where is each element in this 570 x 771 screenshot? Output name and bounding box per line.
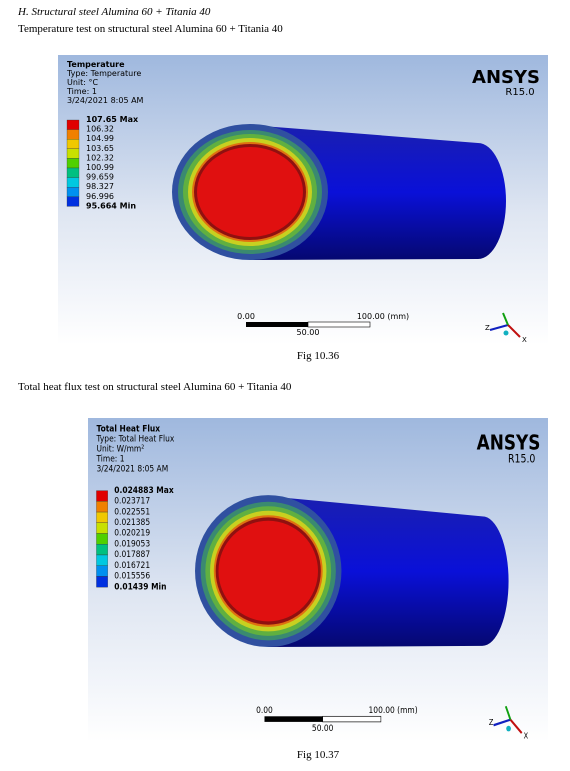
- scale-label: 100.00 (mm): [369, 704, 418, 715]
- legend-label: 106.32: [86, 125, 114, 134]
- paragraph: Total heat flux test on structural steel…: [18, 381, 292, 393]
- legend-swatch: [96, 565, 108, 577]
- legend-swatch: [66, 129, 80, 140]
- panel-info: Time: 1: [96, 453, 125, 464]
- legend-label: 95.664 Min: [86, 201, 136, 210]
- legend-swatch: [96, 490, 108, 502]
- legend-label: 107.65 Max: [86, 115, 139, 124]
- legend-label: 0.017887: [114, 549, 150, 560]
- axis-z: [489, 324, 509, 331]
- scale-white: [307, 321, 371, 328]
- legend-label: 0.019053: [114, 538, 150, 549]
- scale-black: [246, 322, 308, 327]
- legend-swatch: [96, 522, 108, 534]
- legend-label: 104.99: [86, 134, 114, 143]
- legend-label: 0.020219: [114, 527, 150, 538]
- legend-label: 98.327: [86, 182, 114, 191]
- paragraph: Temperature test on structural steel Alu…: [18, 23, 283, 35]
- panel-info: Unit: W/mm²: [96, 443, 144, 454]
- legend-label: 0.015556: [114, 570, 150, 581]
- scale-label: 0.00: [237, 312, 255, 321]
- scale-label: 50.00: [312, 722, 333, 733]
- axis-origin: [503, 330, 509, 336]
- axis-x: [507, 324, 521, 338]
- legend-label: 100.99: [86, 163, 114, 172]
- axis-origin: [506, 725, 511, 732]
- panel-info: Time: 1: [66, 87, 97, 96]
- panel-info: Unit: °C: [67, 78, 99, 87]
- legend-swatch: [66, 187, 80, 197]
- panel-info: Temperature: [67, 60, 125, 69]
- legend-label: 96.996: [86, 192, 114, 201]
- scale-label: 100.00 (mm): [357, 312, 409, 321]
- legend-label: 0.01439 Min: [114, 581, 166, 592]
- legend-swatch: [66, 177, 80, 188]
- ansys-version: R15.0: [508, 453, 535, 466]
- legend-label: 0.016721: [114, 559, 150, 570]
- legend-swatch: [66, 167, 80, 178]
- legend-label: 0.024883 Max: [114, 484, 174, 495]
- panel-info: 3/24/2021 8:05 AM: [96, 463, 168, 474]
- figure-caption: Fig 10.36: [297, 350, 340, 362]
- figure-caption: Fig 10.37: [297, 749, 340, 761]
- panel-info: 3/24/2021 8:05 AM: [67, 96, 144, 105]
- legend-swatch: [96, 554, 108, 566]
- scale-label: 50.00: [297, 328, 320, 337]
- legend-swatch: [66, 158, 80, 169]
- ansys-logo: ANSYS: [472, 67, 540, 88]
- scale-label: 0.00: [256, 704, 273, 715]
- scale-white: [322, 715, 382, 723]
- legend-swatch: [96, 501, 108, 513]
- legend-label: 102.32: [86, 153, 114, 162]
- axis-label: X: [524, 731, 529, 741]
- panel-info: Type: Total Heat Flux: [96, 433, 175, 444]
- axis-z: [493, 718, 511, 727]
- panel-info: Type: Temperature: [66, 69, 141, 78]
- legend-swatch: [66, 119, 80, 130]
- axis-y: [504, 705, 512, 721]
- legend-swatch: [96, 576, 108, 588]
- legend-swatch: [66, 139, 80, 149]
- legend-label: 0.022551: [114, 506, 150, 517]
- cylinder-core: [218, 520, 318, 622]
- axis-y: [502, 312, 509, 326]
- cylinder-core: [197, 147, 303, 237]
- axis-label: X: [522, 336, 527, 344]
- ansys-logo: ANSYS: [477, 432, 541, 455]
- legend-label: 99.659: [86, 173, 114, 182]
- heading: H. Structural steel Alumina 60 + Titania…: [17, 6, 211, 18]
- axis-label: Z: [489, 718, 494, 728]
- legend-swatch: [66, 196, 80, 207]
- axis-x: [509, 718, 523, 734]
- legend-label: 0.023717: [114, 495, 150, 506]
- axis-label: Z: [485, 324, 490, 332]
- legend-swatch: [96, 533, 108, 545]
- panel-info: Total Heat Flux: [96, 423, 160, 434]
- ansys-version: R15.0: [505, 87, 534, 98]
- legend-swatch: [66, 148, 80, 159]
- scale-black: [264, 716, 323, 722]
- legend-label: 103.65: [86, 144, 114, 153]
- legend-swatch: [96, 511, 108, 523]
- legend-swatch: [96, 544, 108, 556]
- legend-label: 0.021385: [114, 516, 150, 527]
